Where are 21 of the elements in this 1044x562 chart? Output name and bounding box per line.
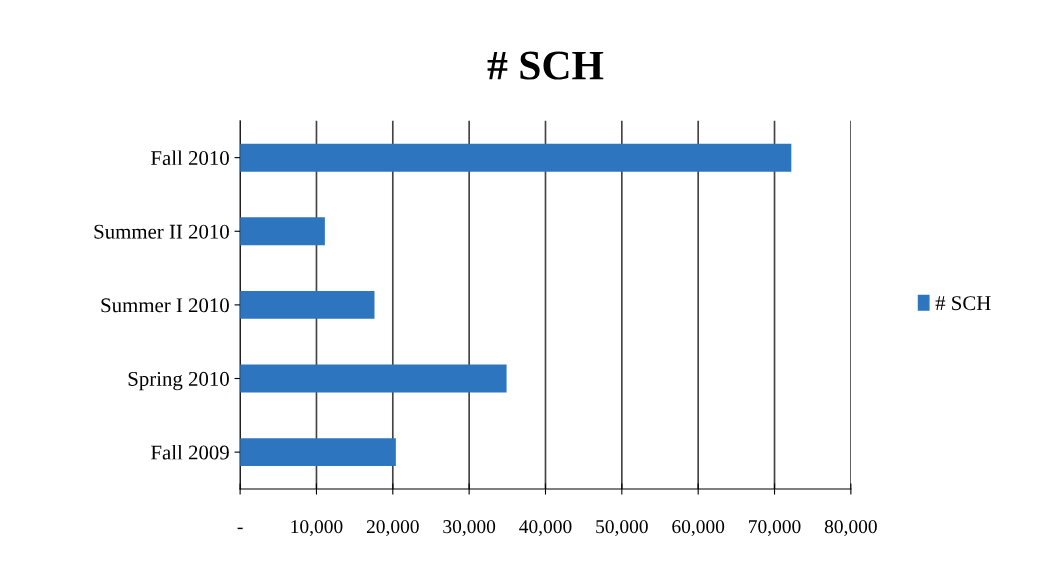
x-tick-label: 20,000: [366, 520, 419, 536]
x-tick-label: -: [237, 527, 243, 530]
y-tick-label: Summer I 2010: [101, 298, 229, 313]
y-tick-label: Summer II 2010: [94, 224, 229, 239]
bar: [240, 438, 396, 467]
x-tick-label: 50,000: [596, 520, 648, 536]
bar: [240, 290, 375, 319]
y-tick-label: Spring 2010: [128, 371, 229, 391]
legend-label: # SCH: [935, 296, 991, 311]
chart-title: # SCH: [487, 51, 604, 80]
x-tick-label: 60,000: [672, 520, 725, 536]
x-tick-label: 30,000: [443, 520, 496, 536]
x-tick-label: 70,000: [749, 520, 801, 536]
x-tick-label: 10,000: [291, 520, 343, 536]
bar: [240, 217, 325, 246]
y-tick-label: Fall 2010: [151, 150, 229, 166]
bar: [240, 364, 507, 393]
x-tick-label: 40,000: [519, 520, 572, 536]
x-tick-label: 80,000: [824, 520, 877, 536]
y-tick-label: Fall 2009: [151, 444, 229, 460]
bar: [240, 143, 792, 172]
